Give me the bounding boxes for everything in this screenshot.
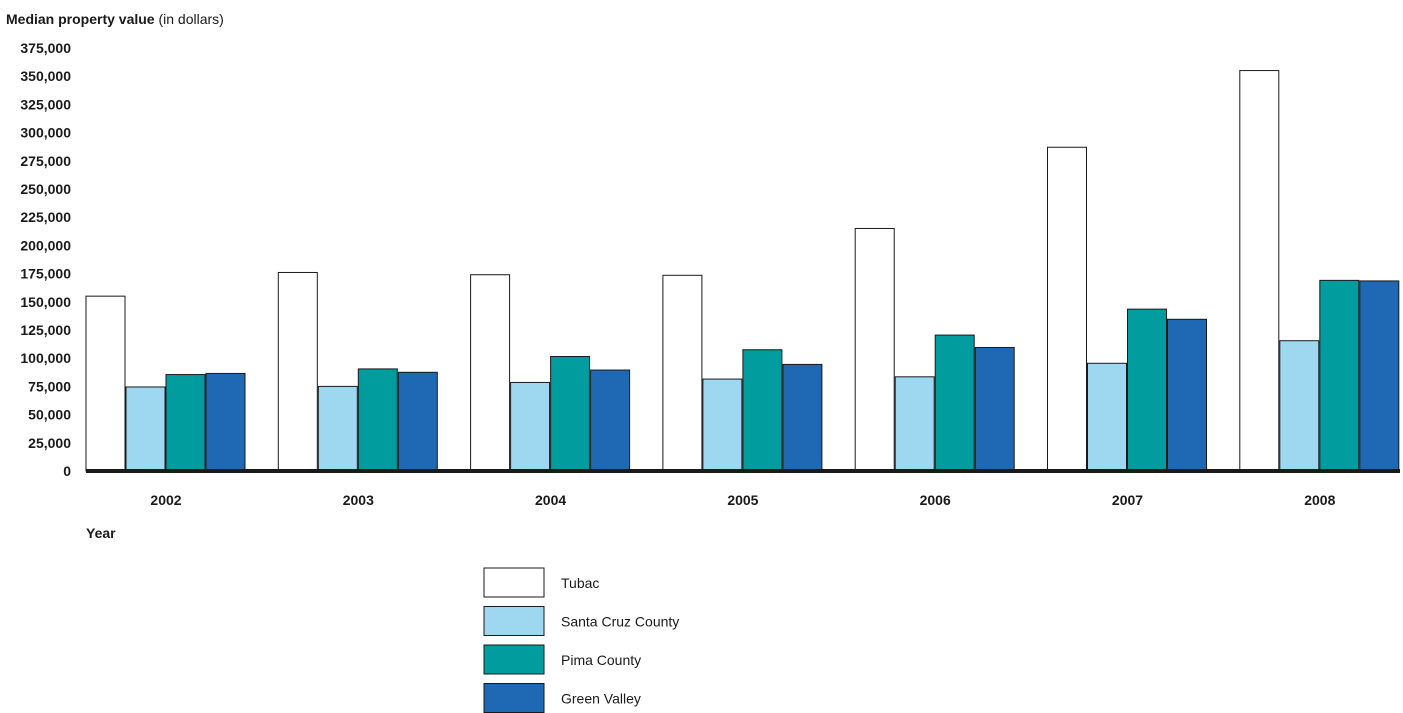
x-tick-label: 2005 (727, 492, 758, 508)
legend-swatch (483, 606, 545, 636)
x-tick-label: 2003 (343, 492, 374, 508)
x-tick-label: 2004 (535, 492, 566, 508)
x-tick-label: 2008 (1304, 492, 1335, 508)
bar-tubac-2006 (854, 227, 895, 472)
chart-title-main: Median property value (6, 11, 155, 27)
chart-title: Median property value (in dollars) (6, 11, 224, 27)
bar-pima-county-2008 (1319, 279, 1360, 472)
bar-pima-county-2006 (934, 334, 975, 472)
bar-green-valley-2008 (1359, 280, 1400, 472)
bar-santa-cruz-county-2003 (317, 385, 358, 472)
legend-swatch (483, 567, 545, 598)
legend-swatch (483, 644, 545, 675)
y-tick-label: 325,000 (20, 96, 71, 112)
y-tick-label: 225,000 (20, 209, 71, 225)
bar-santa-cruz-county-2002 (125, 386, 166, 472)
bar-green-valley-2004 (590, 369, 631, 472)
bar-green-valley-2003 (397, 371, 438, 472)
legend-swatch (483, 683, 545, 713)
y-tick-label: 300,000 (20, 125, 71, 141)
y-tick-label: 175,000 (20, 266, 71, 282)
x-axis-label: Year (86, 525, 116, 541)
bar-santa-cruz-county-2005 (702, 378, 743, 472)
x-tick-label: 2006 (920, 492, 951, 508)
bar-pima-county-2007 (1127, 308, 1167, 472)
x-axis-ticks: 2002 2003 2004 2005 2006 2007 2008 (150, 492, 1335, 508)
bar-green-valley-2005 (782, 363, 823, 472)
bar-pima-county-2003 (357, 368, 398, 472)
bar-tubac-2005 (662, 274, 703, 472)
bar-santa-cruz-county-2008 (1279, 340, 1320, 472)
chart-title-suffix: (in dollars) (158, 11, 224, 27)
x-tick-label: 2002 (150, 492, 181, 508)
y-tick-label: 25,000 (28, 435, 71, 451)
y-tick-label: 150,000 (20, 294, 71, 310)
legend-label: Santa Cruz County (561, 614, 679, 630)
y-tick-label: 50,000 (28, 407, 71, 423)
y-tick-label: 0 (63, 463, 71, 479)
y-tick-label: 350,000 (20, 68, 71, 84)
y-tick-label: 250,000 (20, 181, 71, 197)
bar-tubac-2003 (277, 271, 318, 472)
y-tick-label: 75,000 (28, 378, 71, 394)
bars (85, 70, 1400, 472)
y-tick-label: 375,000 (20, 40, 71, 56)
bar-santa-cruz-county-2004 (510, 381, 551, 472)
bar-green-valley-2006 (974, 346, 1015, 472)
bar-santa-cruz-county-2006 (894, 376, 935, 472)
bar-pima-county-2005 (742, 349, 783, 472)
legend: Tubac Santa Cruz County Pima County Green V… (483, 567, 679, 713)
legend-label: Green Valley (561, 691, 641, 707)
bar-tubac-2007 (1047, 146, 1087, 472)
bar-tubac-2008 (1239, 70, 1280, 472)
y-tick-label: 125,000 (20, 322, 71, 338)
y-axis-ticks: 0 25,000 50,000 75,000 100,000 125,000 150,000… (20, 40, 71, 479)
bar-pima-county-2004 (550, 356, 591, 472)
bar-pima-county-2002 (165, 374, 206, 472)
bar-green-valley-2002 (205, 372, 246, 472)
y-tick-label: 200,000 (20, 237, 71, 253)
bar-tubac-2004 (470, 274, 511, 472)
bar-tubac-2002 (85, 295, 126, 472)
y-tick-label: 275,000 (20, 153, 71, 169)
bar-green-valley-2007 (1167, 318, 1207, 472)
legend-label: Pima County (561, 652, 641, 668)
x-tick-label: 2007 (1112, 492, 1143, 508)
legend-label: Tubac (561, 575, 599, 591)
y-tick-label: 100,000 (20, 350, 71, 366)
bar-santa-cruz-county-2007 (1087, 362, 1127, 472)
